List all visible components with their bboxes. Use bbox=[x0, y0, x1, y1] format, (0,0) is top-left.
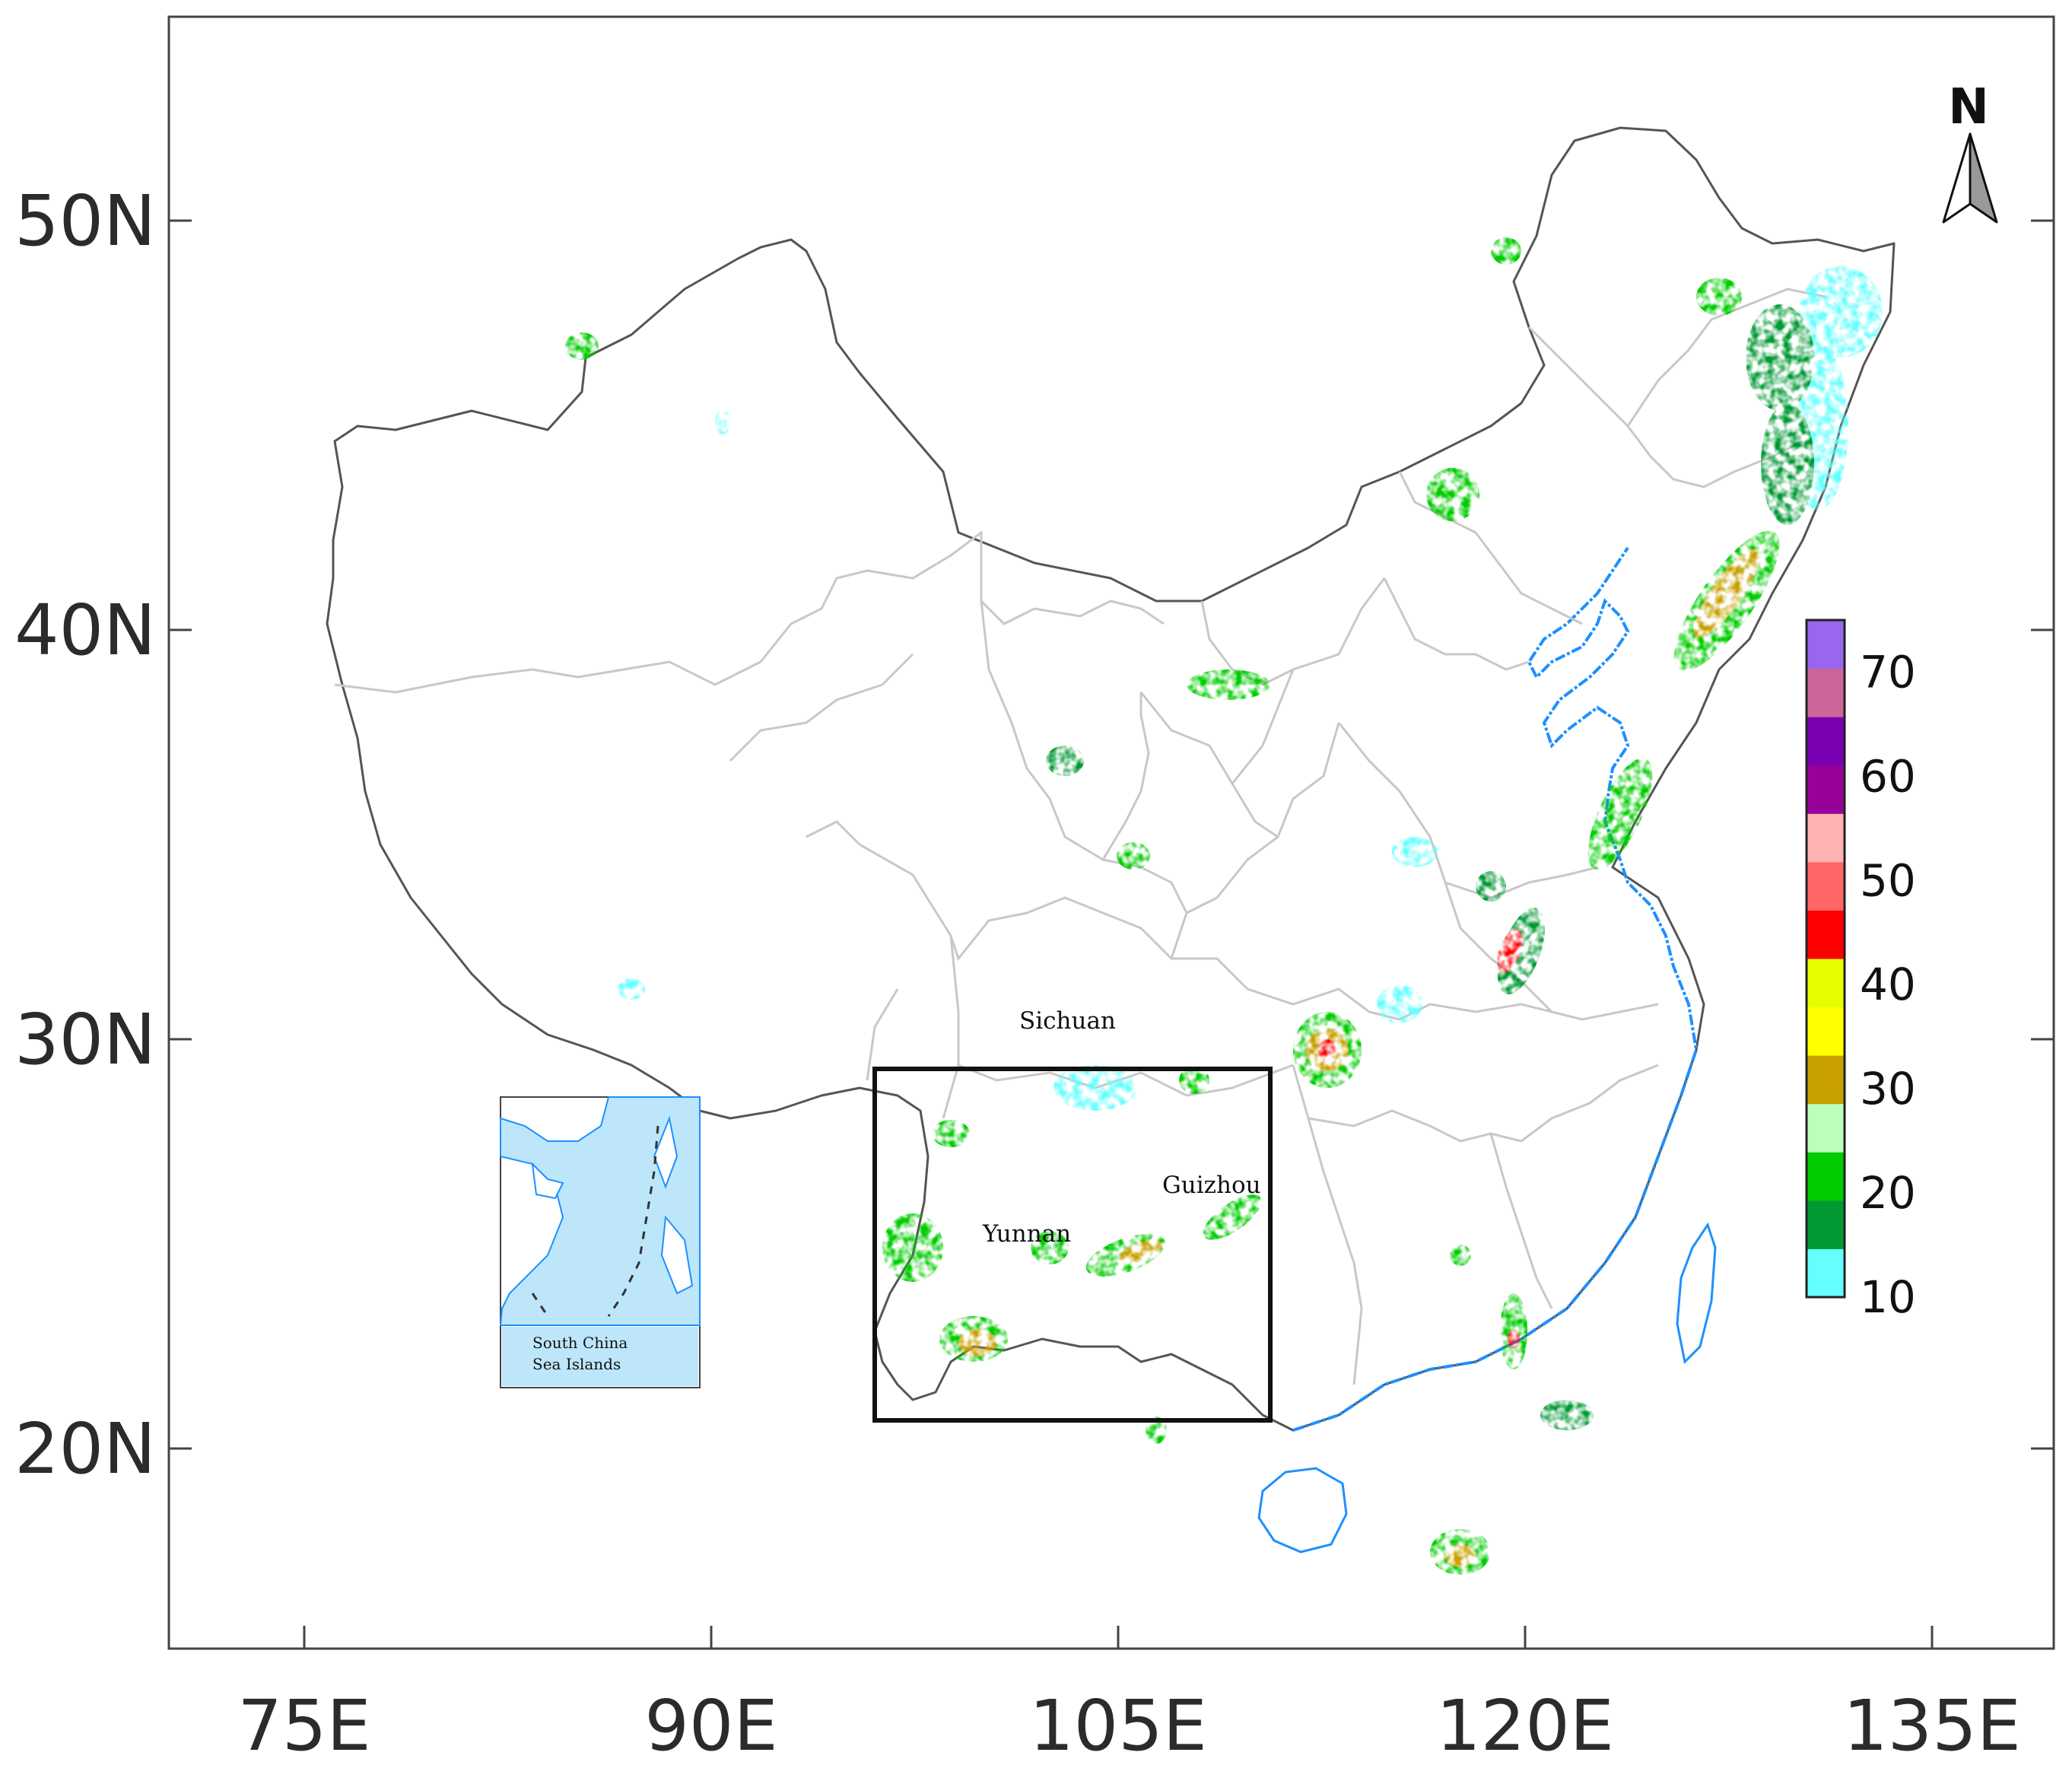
north-arrow: N bbox=[1942, 79, 1998, 224]
colorbar-segment bbox=[1807, 1007, 1845, 1056]
x-tick-label: 105E bbox=[1029, 1685, 1207, 1765]
colorbar-tick-label: 70 bbox=[1860, 646, 1916, 698]
colorbar-segment bbox=[1807, 1152, 1845, 1201]
colorbar-tick-label: 30 bbox=[1860, 1063, 1916, 1115]
precipitation-field bbox=[565, 237, 1883, 1575]
north-label: N bbox=[1948, 79, 1989, 135]
hainan-island bbox=[1257, 1467, 1348, 1554]
colorbar-tick-label: 10 bbox=[1860, 1271, 1916, 1323]
colorbar-segment bbox=[1807, 1200, 1845, 1249]
y-tick-label: 40N bbox=[14, 590, 156, 671]
label-yunnan: Yunnan bbox=[982, 1220, 1071, 1248]
colorbar-segment bbox=[1807, 668, 1845, 717]
x-tick-label: 120E bbox=[1436, 1685, 1614, 1765]
colorbar-segment bbox=[1807, 1055, 1845, 1105]
y-tick-label: 30N bbox=[14, 999, 156, 1080]
south-china-sea-inset: South China Sea Islands bbox=[499, 1096, 701, 1388]
inset-title-line1: South China bbox=[532, 1334, 628, 1352]
colorbar-segment bbox=[1807, 717, 1845, 766]
x-tick-label: 75E bbox=[237, 1685, 370, 1765]
colorbar-segment bbox=[1807, 620, 1845, 669]
y-ticks bbox=[169, 219, 2054, 1450]
colorbar-tick-label: 20 bbox=[1860, 1167, 1916, 1219]
study-area-box bbox=[872, 1067, 1273, 1423]
y-tick-label: 20N bbox=[14, 1408, 156, 1490]
y-tick-label: 50N bbox=[14, 180, 156, 262]
taiwan-island bbox=[1676, 1222, 1717, 1365]
colorbar-tick-label: 40 bbox=[1860, 959, 1916, 1010]
label-guizhou: Guizhou bbox=[1162, 1172, 1261, 1199]
colorbar-segment bbox=[1807, 910, 1845, 959]
coastline bbox=[1292, 546, 1699, 1432]
colorbar-segment bbox=[1807, 959, 1845, 1008]
plot-frame bbox=[167, 15, 2055, 1650]
x-tick-label: 135E bbox=[1843, 1685, 2021, 1765]
colorbar-segment bbox=[1807, 765, 1845, 814]
label-sichuan: Sichuan bbox=[1019, 1007, 1116, 1035]
colorbar: 70 60 50 40 30 20 10 bbox=[1805, 619, 1916, 1323]
x-tick-label: 90E bbox=[644, 1685, 777, 1765]
colorbar-tick-label: 60 bbox=[1860, 750, 1916, 802]
colorbar-segment bbox=[1807, 1103, 1845, 1153]
inset-title-line2: Sea Islands bbox=[532, 1355, 621, 1373]
colorbar-segment bbox=[1807, 1248, 1845, 1298]
colorbar-segment bbox=[1807, 813, 1845, 863]
north-arrow-icon bbox=[1942, 132, 1972, 224]
colorbar-segment bbox=[1807, 861, 1845, 911]
colorbar-tick-label: 50 bbox=[1860, 854, 1916, 906]
x-ticks bbox=[303, 1626, 1934, 1649]
